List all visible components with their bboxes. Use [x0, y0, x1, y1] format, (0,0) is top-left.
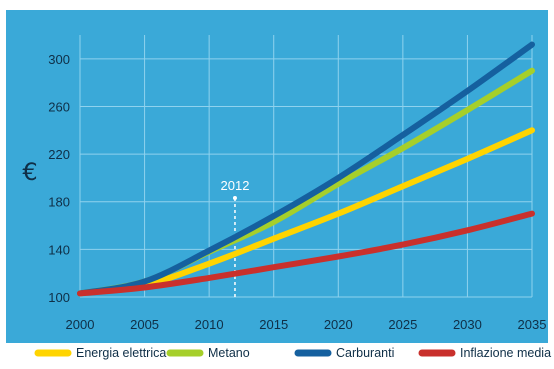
- y-tick-label: 140: [48, 242, 70, 257]
- x-tick-label: 2015: [259, 317, 288, 332]
- x-tick-label: 2010: [195, 317, 224, 332]
- legend-label: Inflazione media: [460, 346, 551, 360]
- x-tick-label: 2025: [388, 317, 417, 332]
- x-tick-label: 2020: [324, 317, 353, 332]
- x-tick-label: 2035: [518, 317, 547, 332]
- x-tick-labels: 2000 2005 2010 2015 2020 2025 2030 2035: [66, 317, 547, 332]
- series-line-inflazione-media: [77, 210, 535, 297]
- series-line-energia-elettrica: [77, 127, 535, 297]
- y-tick-label: 180: [48, 195, 70, 210]
- x-tick-label: 2005: [130, 317, 159, 332]
- y-tick-label: 100: [48, 290, 70, 305]
- y-axis-label: €: [22, 158, 37, 186]
- annotation-label: 2012: [221, 178, 250, 193]
- x-tick-label: 2030: [453, 317, 482, 332]
- y-tick-label: 300: [48, 52, 70, 67]
- legend-label: Energia elettrica: [76, 346, 166, 360]
- legend-label: Metano: [208, 346, 250, 360]
- chart-background: [6, 10, 548, 343]
- series-line-carburanti: [77, 41, 535, 297]
- x-tick-label: 2000: [66, 317, 95, 332]
- legend-label: Carburanti: [336, 346, 394, 360]
- annotation-dot: [232, 196, 237, 200]
- legend: Energia elettrica Metano Carburanti Inflazi…: [34, 346, 551, 360]
- y-tick-label: 260: [48, 99, 70, 114]
- y-tick-labels: 100 140 180 220 260 300: [48, 52, 70, 305]
- y-tick-label: 220: [48, 147, 70, 162]
- annotation-2012: 2012: [221, 178, 250, 297]
- series-lines: [77, 41, 535, 297]
